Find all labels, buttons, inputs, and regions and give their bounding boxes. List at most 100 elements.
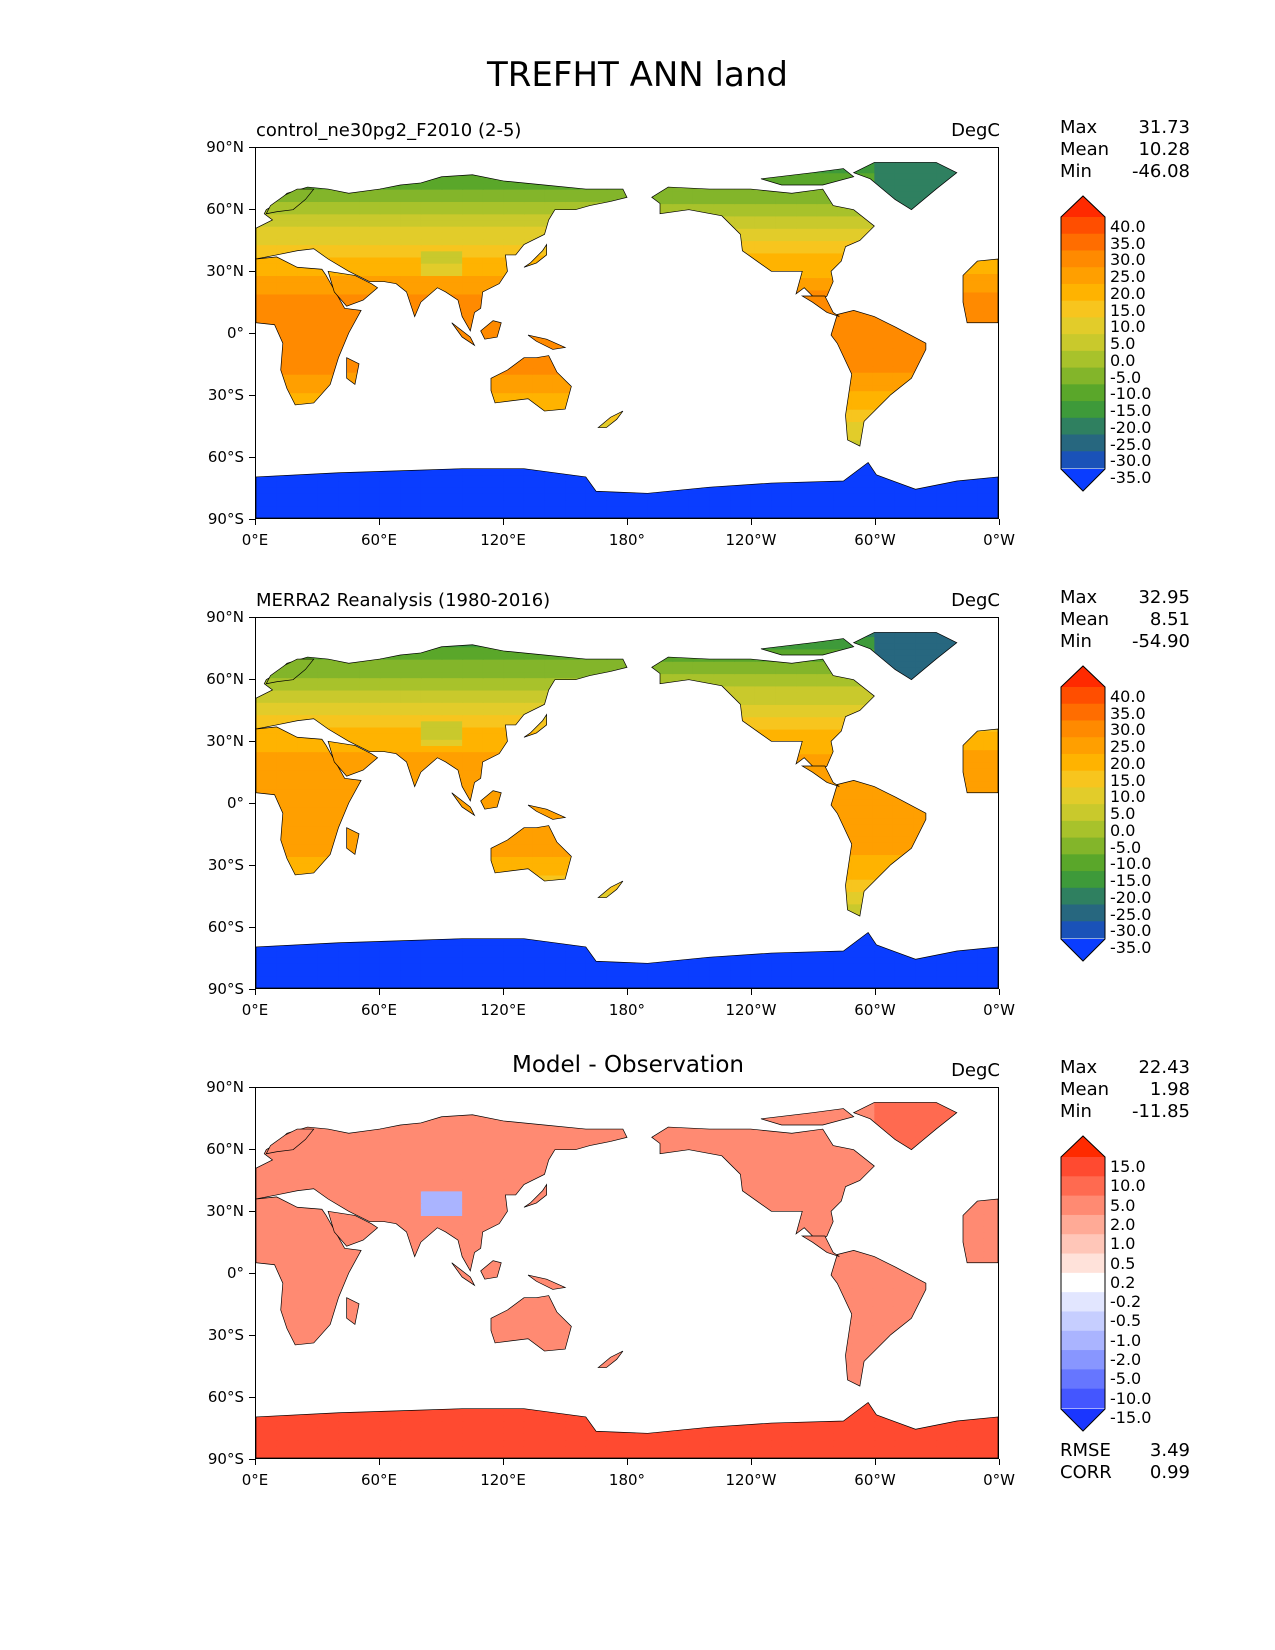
colorbar-swatch — [1061, 417, 1105, 436]
coastline-southamerica — [830, 780, 927, 917]
colorbar-swatch — [1061, 1369, 1105, 1390]
map-panel-2: MERRA2 Reanalysis (1980-2016) DegC 90°N 60°… — [0, 587, 1275, 1060]
stat-value: -11.85 — [1131, 1101, 1190, 1122]
colorbar-tick-label: -10.0 — [1110, 854, 1152, 874]
colorbar-tick-label: -20.0 — [1110, 417, 1152, 437]
coastline-borneo — [480, 320, 502, 340]
coastline-greenland — [852, 162, 958, 211]
panel-title: Model - Observation — [511, 1052, 745, 1078]
coastline-sumatra — [451, 792, 476, 817]
coastline-northamerica — [651, 656, 875, 773]
colorbar-tick-label: 10.0 — [1110, 1176, 1146, 1196]
lon-tick — [875, 1459, 876, 1465]
stat-value: 31.73 — [1138, 117, 1190, 138]
lon-tick-label: 60°W — [854, 1471, 896, 1489]
colorbar-swatch — [1061, 1253, 1105, 1274]
colorbar-tick-label: 30.0 — [1110, 720, 1146, 740]
lon-tick — [751, 989, 752, 995]
panel-title: MERRA2 Reanalysis (1980-2016) — [256, 590, 551, 611]
colorbar-tick-label: -0.5 — [1110, 1311, 1142, 1331]
stat-label: Max — [1060, 117, 1098, 138]
lon-tick-label: 0°E — [241, 1471, 269, 1489]
rmse-row: RMSE 3.49 — [1060, 1440, 1190, 1462]
coastline-newguinea — [527, 334, 567, 350]
lon-tick — [751, 1459, 752, 1465]
lat-tick — [249, 457, 255, 458]
colorbar-swatch — [1061, 1157, 1105, 1177]
colorbar-swatch — [1061, 233, 1105, 251]
colorbar-tick-label: -0.2 — [1110, 1292, 1142, 1312]
lat-tick — [249, 741, 255, 742]
panel-units: DegC — [951, 1060, 1000, 1081]
colorbar-swatch — [1061, 367, 1105, 385]
lat-tick-label: 60°N — [206, 670, 244, 688]
lon-tick-label: 60°W — [854, 531, 896, 549]
colorbar-extend-bottom — [1061, 1409, 1105, 1431]
coastline-sumatra — [451, 1262, 476, 1287]
coastline-eurasia — [256, 1114, 628, 1272]
coastline-scandinavia — [265, 1128, 315, 1155]
colorbar-tick-label: 15.0 — [1110, 300, 1146, 320]
lon-tick — [999, 989, 1000, 995]
land-westafrica — [962, 728, 998, 793]
land-greenland — [853, 162, 957, 210]
colorbar-border — [1060, 665, 1106, 962]
stat-row: Max 31.73 — [1060, 117, 1190, 139]
colorbar-swatch — [1061, 804, 1105, 822]
lat-tick-label: 0° — [226, 794, 244, 812]
colorbar-extend-top — [1061, 666, 1105, 687]
colorbar-tick-label: 15.0 — [1110, 770, 1146, 790]
colorbar-tick-label: 0.5 — [1110, 1253, 1136, 1273]
corr-label: CORR — [1060, 1462, 1112, 1483]
lon-tick-label: 0°W — [983, 531, 1015, 549]
corr-row: CORR 0.99 — [1060, 1462, 1190, 1484]
coastline-japan — [523, 243, 547, 268]
colorbar-swatch — [1061, 904, 1105, 922]
coastline-antarctica — [256, 462, 998, 518]
coastline-southamerica — [830, 310, 927, 447]
lon-tick-label: 0°W — [983, 1471, 1015, 1489]
colorbar-swatch — [1061, 854, 1105, 872]
coastline-arcticislands — [760, 638, 855, 656]
colorbar-swatch — [1061, 317, 1105, 335]
colorbar-tick-label: -15.0 — [1110, 871, 1152, 891]
land-australia — [490, 1295, 572, 1352]
coastline-centralamerica — [800, 765, 840, 787]
land-northamerica — [651, 1127, 875, 1243]
coastline-westafrica — [962, 728, 998, 794]
colorbar-extend-bottom — [1061, 939, 1105, 961]
colorbar-tick-label: 25.0 — [1110, 737, 1146, 757]
stat-row: Min -54.90 — [1060, 631, 1190, 653]
coastline-africa — [256, 726, 362, 876]
lat-tick-label: 60°N — [206, 1140, 244, 1158]
coastline-eurasia — [256, 644, 628, 802]
coastline-scandinavia — [265, 188, 315, 215]
colorbar-tick-label: -5.0 — [1110, 367, 1142, 387]
coastline-japan — [523, 1183, 547, 1208]
colorbar-swatch — [1061, 887, 1105, 906]
lat-tick-label: 90°N — [206, 138, 244, 156]
land-borneo — [480, 1260, 502, 1280]
colorbar-swatch — [1061, 217, 1105, 235]
colorbar-swatch — [1061, 267, 1105, 285]
lon-tick-label: 120°E — [480, 1471, 526, 1489]
colorbar-tick-label: 40.0 — [1110, 687, 1146, 706]
coastline-newzealand — [597, 410, 624, 428]
stat-label: Max — [1060, 1057, 1098, 1078]
colorbar-swatch — [1061, 787, 1105, 805]
colorbar-swatch — [1061, 703, 1105, 721]
map-area — [255, 1087, 999, 1459]
lat-tick — [249, 1149, 255, 1150]
lat-tick — [249, 989, 255, 990]
lon-tick — [379, 1459, 380, 1465]
coastline-australia — [490, 825, 572, 882]
lat-tick-label: 60°S — [207, 1388, 244, 1406]
colorbar-swatch — [1061, 1176, 1105, 1197]
colorbar-tick-label: 15.0 — [1110, 1157, 1146, 1176]
colorbar-swatch — [1061, 1195, 1105, 1216]
colorbar-swatch — [1061, 820, 1105, 839]
coastline-madagascar — [346, 357, 360, 386]
colorbar-swatch — [1061, 1292, 1105, 1312]
lon-tick-label: 0°W — [983, 1001, 1015, 1019]
colorbar-swatch — [1061, 1234, 1105, 1255]
